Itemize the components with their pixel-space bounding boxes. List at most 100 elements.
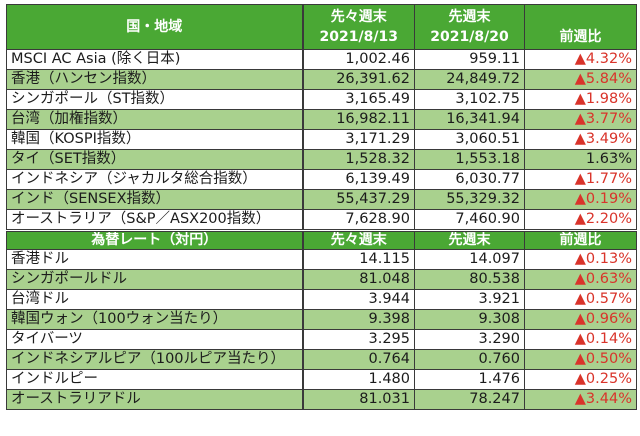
row-prev-value: 6,030.77	[414, 169, 525, 190]
header-region: 国・地域	[6, 4, 303, 50]
row-change: ▲0.25%	[524, 369, 637, 390]
row-change: ▲3.77%	[524, 109, 637, 130]
row-change: ▲5.84%	[524, 69, 637, 90]
row-prev-value: 16,341.94	[414, 109, 525, 130]
row-name: MSCI AC Asia (除く日本)	[6, 49, 303, 70]
fx-row: 台湾ドル 3.944 3.921 ▲0.57%	[6, 289, 637, 310]
header-prev-label: 先週末	[448, 9, 491, 25]
row-prev2-value: 1.480	[301, 369, 415, 390]
row-prev-value: 0.760	[414, 349, 525, 370]
row-change: ▲0.14%	[524, 329, 637, 350]
index-row: 韓国（KOSPI指数） 3,171.29 3,060.51 ▲3.49%	[6, 129, 637, 150]
row-name: シンガポールドル	[6, 269, 303, 290]
fx-header: 為替レート（対円） 先々週末 先週末 前週比	[6, 230, 637, 250]
fx-rows: 香港ドル 14.115 14.097 ▲0.13% シンガポールドル 81.048 80.5…	[6, 249, 637, 410]
row-name: インド（SENSEX指数）	[6, 189, 303, 210]
row-prev-value: 14.097	[414, 249, 525, 270]
row-name: タイ（SET指数）	[6, 149, 303, 170]
row-name: オーストラリア（S&P／ASX200指数）	[6, 209, 303, 231]
index-row: 台湾（加権指数） 16,982.11 16,341.94 ▲3.77%	[6, 109, 637, 130]
row-name: 香港（ハンセン指数）	[6, 69, 303, 90]
row-change: ▲0.50%	[524, 349, 637, 370]
row-prev2-value: 0.764	[301, 349, 415, 370]
row-prev2-value: 6,139.49	[301, 169, 415, 190]
row-prev2-value: 3,171.29	[301, 129, 415, 150]
index-header-row: 国・地域 先々週末 2021/8/13 先週末 2021/8/20 前週比	[6, 4, 637, 50]
row-change: 1.63%	[524, 149, 637, 170]
index-row: インド（SENSEX指数） 55,437.29 55,329.32 ▲0.19%	[6, 189, 637, 210]
row-prev2-value: 81.048	[301, 269, 415, 290]
row-name: 韓国ウォン（100ウォン当たり）	[6, 309, 303, 330]
row-change: ▲1.77%	[524, 169, 637, 190]
row-prev2-value: 7,628.90	[301, 209, 415, 231]
fx-row: 香港ドル 14.115 14.097 ▲0.13%	[6, 249, 637, 270]
row-prev2-value: 1,528.32	[301, 149, 415, 170]
index-row: インドネシア（ジャカルタ総合指数） 6,139.49 6,030.77 ▲1.77%	[6, 169, 637, 190]
row-change: ▲0.96%	[524, 309, 637, 330]
row-name: インドネシアルピア（100ルピア当たり）	[6, 349, 303, 370]
row-name: 香港ドル	[6, 249, 303, 270]
row-change: ▲0.57%	[524, 289, 637, 310]
fx-row: 韓国ウォン（100ウォン当たり） 9.398 9.308 ▲0.96%	[6, 309, 637, 330]
row-name: シンガポール（ST指数）	[6, 89, 303, 110]
row-prev2-value: 14.115	[301, 249, 415, 270]
row-name: オーストラリアドル	[6, 389, 303, 410]
fx-row: タイバーツ 3.295 3.290 ▲0.14%	[6, 329, 637, 350]
row-prev2-value: 1,002.46	[301, 49, 415, 70]
header-prev-date: 2021/8/20	[430, 29, 509, 45]
header-change: 前週比	[524, 4, 637, 50]
row-name: 台湾（加権指数）	[6, 109, 303, 130]
row-change: ▲0.13%	[524, 249, 637, 270]
row-change: ▲0.19%	[524, 189, 637, 210]
row-prev2-value: 3.295	[301, 329, 415, 350]
fx-header-prev2: 先々週末	[301, 230, 415, 250]
fx-row: インドネシアルピア（100ルピア当たり） 0.764 0.760 ▲0.50%	[6, 349, 637, 370]
row-name: 台湾ドル	[6, 289, 303, 310]
index-row: MSCI AC Asia (除く日本) 1,002.46 959.11 ▲4.32%	[6, 49, 637, 70]
fx-row: インドルピー 1.480 1.476 ▲0.25%	[6, 369, 637, 390]
row-name: インドルピー	[6, 369, 303, 390]
row-prev-value: 3,060.51	[414, 129, 525, 150]
row-prev-value: 3,102.75	[414, 89, 525, 110]
header-prev: 先週末 2021/8/20	[414, 4, 525, 50]
fx-header-row: 為替レート（対円） 先々週末 先週末 前週比	[6, 230, 637, 250]
row-change: ▲1.98%	[524, 89, 637, 110]
row-prev-value: 7,460.90	[414, 209, 525, 231]
index-row: オーストラリア（S&P／ASX200指数） 7,628.90 7,460.90 ▲2.…	[6, 209, 637, 231]
row-change: ▲3.44%	[524, 389, 637, 410]
index-row: タイ（SET指数） 1,528.32 1,553.18 1.63%	[6, 149, 637, 170]
market-table: 国・地域 先々週末 2021/8/13 先週末 2021/8/20 前週比 MS…	[6, 4, 637, 410]
row-change: ▲2.20%	[524, 209, 637, 231]
header-prev2: 先々週末 2021/8/13	[301, 4, 415, 50]
row-prev2-value: 26,391.62	[301, 69, 415, 90]
row-prev2-value: 16,982.11	[301, 109, 415, 130]
row-prev2-value: 9.398	[301, 309, 415, 330]
fx-header-name: 為替レート（対円）	[6, 230, 303, 250]
fx-header-prev: 先週末	[414, 230, 525, 250]
fx-row: シンガポールドル 81.048 80.538 ▲0.63%	[6, 269, 637, 290]
row-prev-value: 1.476	[414, 369, 525, 390]
row-name: 韓国（KOSPI指数）	[6, 129, 303, 150]
row-prev2-value: 81.031	[301, 389, 415, 410]
row-prev2-value: 55,437.29	[301, 189, 415, 210]
row-change: ▲3.49%	[524, 129, 637, 150]
index-rows: MSCI AC Asia (除く日本) 1,002.46 959.11 ▲4.32% 香…	[6, 49, 637, 231]
fx-header-change: 前週比	[524, 230, 637, 250]
header-prev2-date: 2021/8/13	[319, 29, 398, 45]
row-prev2-value: 3,165.49	[301, 89, 415, 110]
row-prev-value: 9.308	[414, 309, 525, 330]
fx-row: オーストラリアドル 81.031 78.247 ▲3.44%	[6, 389, 637, 410]
row-prev2-value: 3.944	[301, 289, 415, 310]
row-prev-value: 1,553.18	[414, 149, 525, 170]
row-prev-value: 3.290	[414, 329, 525, 350]
index-row: シンガポール（ST指数） 3,165.49 3,102.75 ▲1.98%	[6, 89, 637, 110]
row-prev-value: 3.921	[414, 289, 525, 310]
row-prev-value: 24,849.72	[414, 69, 525, 90]
row-name: インドネシア（ジャカルタ総合指数）	[6, 169, 303, 190]
row-change: ▲4.32%	[524, 49, 637, 70]
row-prev-value: 80.538	[414, 269, 525, 290]
header-prev2-label: 先々週末	[330, 9, 387, 25]
row-prev-value: 959.11	[414, 49, 525, 70]
index-row: 香港（ハンセン指数） 26,391.62 24,849.72 ▲5.84%	[6, 69, 637, 90]
row-prev-value: 78.247	[414, 389, 525, 410]
